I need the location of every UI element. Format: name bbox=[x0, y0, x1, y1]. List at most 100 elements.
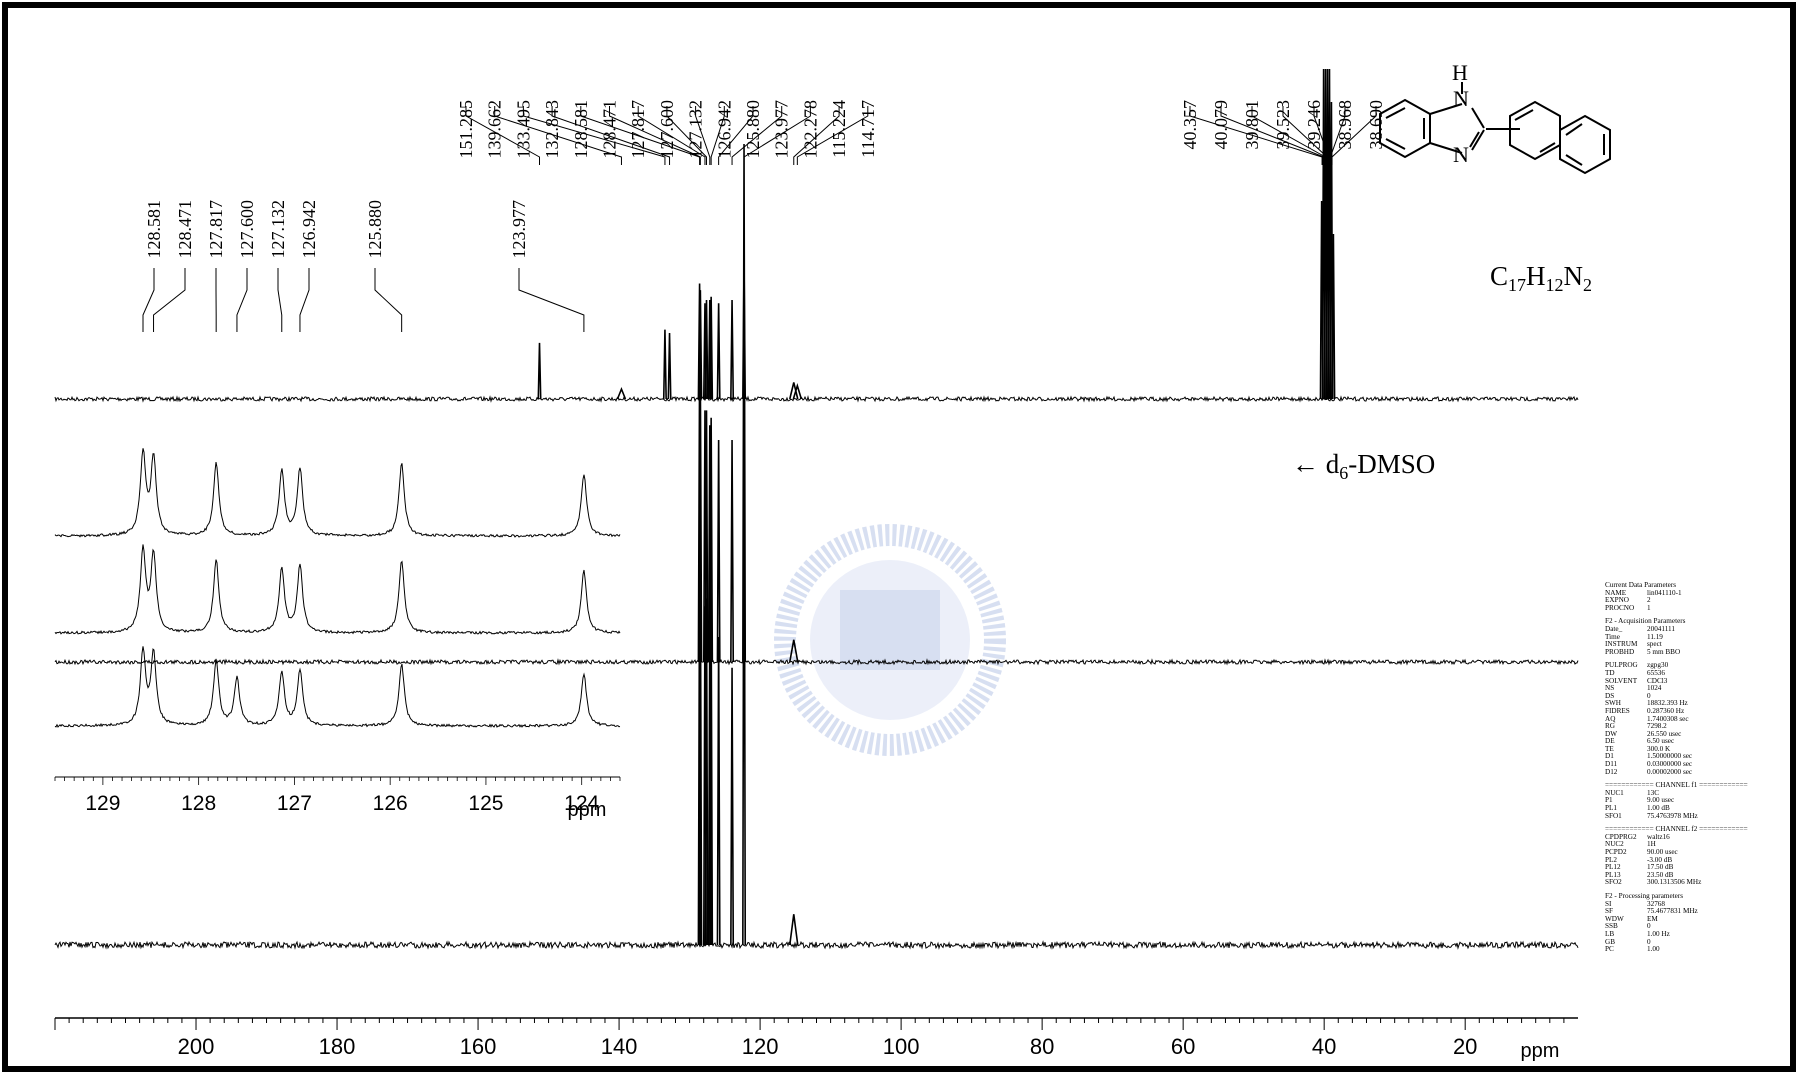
param-value: 0 bbox=[1647, 939, 1795, 947]
param-value: lin041110-1 bbox=[1647, 590, 1795, 598]
param-heading: F2 - Acquisition Parameters bbox=[1605, 618, 1795, 626]
param-value: 1 bbox=[1647, 605, 1795, 613]
x-axis-label: ppm bbox=[1521, 1040, 1560, 1062]
param-heading: Current Data Parameters bbox=[1605, 582, 1795, 590]
param-key: D12 bbox=[1605, 769, 1647, 777]
formula-h-count: 12 bbox=[1546, 275, 1564, 295]
inset-trace bbox=[55, 448, 620, 537]
spectrum-peak bbox=[617, 389, 625, 399]
param-value: 20041111 bbox=[1647, 626, 1795, 634]
x-tick-label: 160 bbox=[460, 1034, 497, 1059]
spectrum-peak bbox=[538, 343, 540, 399]
x-tick-label: 120 bbox=[742, 1034, 779, 1059]
param-value: 11.19 bbox=[1647, 634, 1795, 642]
spectrum-peak bbox=[717, 440, 719, 662]
param-key: PROCNO bbox=[1605, 605, 1647, 613]
inset-tick-label: 126 bbox=[373, 792, 408, 815]
param-value: zgpg30 bbox=[1647, 662, 1795, 670]
inset-trace bbox=[55, 544, 620, 634]
param-key: PROBHD bbox=[1605, 649, 1647, 657]
param-value: 65536 bbox=[1647, 670, 1795, 678]
atom-label-n-bottom: N bbox=[1453, 142, 1469, 167]
param-heading: ============ CHANNEL f1 ============ bbox=[1605, 782, 1795, 790]
inset-peak-label: 127.817 bbox=[206, 200, 226, 259]
param-row: PL2-3.00 dB bbox=[1605, 857, 1795, 865]
spectrum-peak bbox=[731, 440, 733, 662]
inset-peak-label: 125.880 bbox=[365, 200, 385, 259]
molecule-structure bbox=[1380, 82, 1610, 173]
formula-c-count: 17 bbox=[1508, 275, 1526, 295]
param-value: CDCl3 bbox=[1647, 678, 1795, 686]
formula-h: H bbox=[1526, 261, 1546, 291]
inset-label-leader bbox=[237, 268, 247, 332]
formula-n: N bbox=[1564, 261, 1584, 291]
x-tick-label: 200 bbox=[178, 1034, 215, 1059]
figure-border bbox=[5, 5, 1793, 1069]
param-key: PC bbox=[1605, 946, 1647, 954]
param-value: 1.7400308 sec bbox=[1647, 716, 1795, 724]
inset-label-leader bbox=[519, 268, 584, 332]
molecular-formula: C17H12N2 bbox=[1490, 261, 1592, 295]
param-key: SFO1 bbox=[1605, 813, 1647, 821]
solvent-arrow-label: ← d bbox=[1292, 449, 1340, 479]
param-value: 0.00002000 sec bbox=[1647, 769, 1795, 777]
inset-label-leader bbox=[375, 268, 402, 332]
param-value: 75.4677831 MHz bbox=[1647, 908, 1795, 916]
formula-c: C bbox=[1490, 261, 1508, 291]
x-tick-label: 80 bbox=[1030, 1034, 1054, 1059]
param-value: 1.00 bbox=[1647, 946, 1795, 954]
spectrum-baseline bbox=[55, 942, 1578, 948]
inset-tick-label: 128 bbox=[181, 792, 216, 815]
param-value: EM bbox=[1647, 916, 1795, 924]
param-key: SFO2 bbox=[1605, 879, 1647, 887]
spectrum-peak bbox=[731, 668, 733, 945]
spectrum-peak bbox=[1332, 234, 1334, 399]
inset-peak-label: 127.600 bbox=[237, 200, 257, 259]
spectrum-peak bbox=[743, 329, 745, 945]
solvent-annotation: ← d6-DMSO bbox=[1292, 449, 1435, 483]
inset-label-leader bbox=[154, 268, 185, 332]
x-tick-label: 60 bbox=[1171, 1034, 1195, 1059]
param-value: waltz16 bbox=[1647, 834, 1795, 842]
param-value: 75.4763978 MHz bbox=[1647, 813, 1795, 821]
inset-axis-label: ppm bbox=[568, 799, 607, 821]
solvent-subscript: 6 bbox=[1339, 463, 1348, 483]
spectrum-peak bbox=[717, 637, 719, 945]
inset-peak-label: 127.132 bbox=[268, 200, 288, 259]
inset-label-leader bbox=[278, 268, 282, 332]
x-tick-label: 20 bbox=[1453, 1034, 1477, 1059]
x-tick-label: 180 bbox=[319, 1034, 356, 1059]
spectrum-peak bbox=[790, 914, 798, 945]
inset-label-leader bbox=[143, 268, 154, 332]
